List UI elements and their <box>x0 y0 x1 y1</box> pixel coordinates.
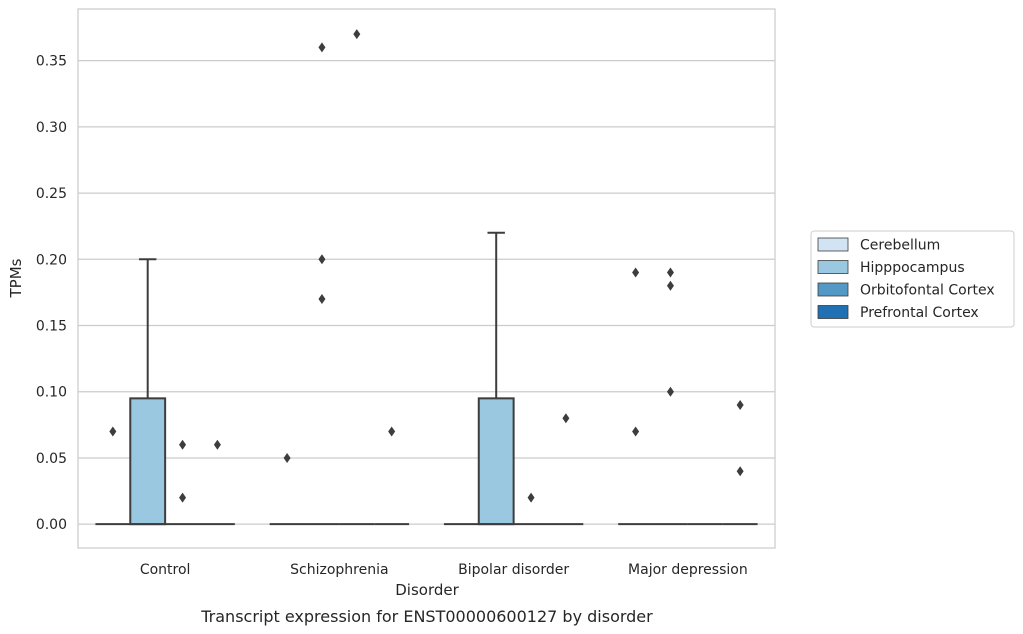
outlier-point <box>353 29 361 40</box>
box-groups <box>95 29 758 526</box>
legend-swatch <box>817 237 849 252</box>
box-prefrontal-cortex <box>548 413 584 526</box>
x-tick-label: Major depression <box>628 562 748 578</box>
y-tick-label: 0.35 <box>36 54 67 70</box>
outlier-point <box>736 466 744 477</box>
box-body <box>477 397 515 526</box>
box-hipppocampus <box>304 42 340 526</box>
y-tick-label: 0.20 <box>36 252 67 268</box>
outlier-point <box>179 492 187 503</box>
box-prefrontal-cortex <box>199 439 235 526</box>
y-tick-label: 0.05 <box>36 451 67 467</box>
outlier-point <box>736 399 744 410</box>
outlier-point <box>318 294 326 305</box>
box-cerebellum <box>618 267 654 526</box>
legend-label: Orbitofontal Cortex <box>860 283 995 299</box>
box-hipppocampus <box>653 267 688 526</box>
category-group <box>95 258 235 526</box>
figure-caption: Transcript expression for ENST0000060012… <box>200 607 653 626</box>
y-tick-labels: 0.00 0.05 0.10 0.15 0.20 0.25 0.30 0.35 <box>36 54 67 534</box>
outlier-point <box>318 254 326 265</box>
category-group <box>443 231 584 526</box>
category-group <box>618 267 758 526</box>
outlier-point <box>562 413 570 424</box>
y-tick-label: 0.25 <box>36 186 67 202</box>
box-cerebellum <box>269 452 305 526</box>
box-orbitofontal-cortex <box>513 492 549 526</box>
legend-swatch <box>817 260 849 274</box>
outlier-point <box>632 267 640 278</box>
legend-label: Prefrontal Cortex <box>860 305 979 321</box>
x-tick-label: Schizophrenia <box>290 562 388 578</box>
box-body <box>129 397 167 526</box>
legend-swatch <box>817 305 849 319</box>
outlier-point <box>109 426 117 437</box>
outlier-point <box>527 492 535 503</box>
outlier-point <box>283 452 291 463</box>
outlier-point <box>213 439 221 450</box>
legend-label: Hipppocampus <box>860 260 965 276</box>
legend-label: Cerebellum <box>860 238 940 254</box>
box-orbitofontal-cortex <box>165 439 200 526</box>
y-tick-label: 0.10 <box>36 385 67 401</box>
x-tick-labels: Control Schizophrenia Bipolar disorder Majo… <box>140 562 748 578</box>
y-tick-label: 0.00 <box>36 517 67 533</box>
outlier-point <box>632 426 640 437</box>
box-prefrontal-cortex <box>374 426 410 526</box>
y-tick-label: 0.30 <box>36 120 67 136</box>
box-cerebellum <box>95 426 131 526</box>
box-orbitofontal-cortex <box>339 29 375 526</box>
box-hipppocampus <box>477 231 515 526</box>
legend: Cerebellum Hipppocampus Orbitofontal Corte… <box>810 230 1015 328</box>
x-tick-label: Bipolar disorder <box>458 562 569 578</box>
outlier-point <box>666 386 674 397</box>
category-group <box>269 29 410 526</box>
outlier-point <box>179 439 187 450</box>
box-hipppocampus <box>129 258 167 526</box>
box-prefrontal-cortex <box>722 399 758 526</box>
x-axis-label: Disorder <box>395 581 459 599</box>
outlier-point <box>318 42 326 53</box>
plot-frame <box>77 8 776 549</box>
y-axis-label: TPMs <box>7 258 25 298</box>
outlier-point <box>666 280 674 291</box>
outlier-point <box>666 267 674 278</box>
y-tick-label: 0.15 <box>36 319 67 335</box>
legend-swatch <box>817 282 849 297</box>
x-tick-label: Control <box>140 562 191 578</box>
outlier-point <box>388 426 396 437</box>
legend-frame <box>810 230 1015 328</box>
